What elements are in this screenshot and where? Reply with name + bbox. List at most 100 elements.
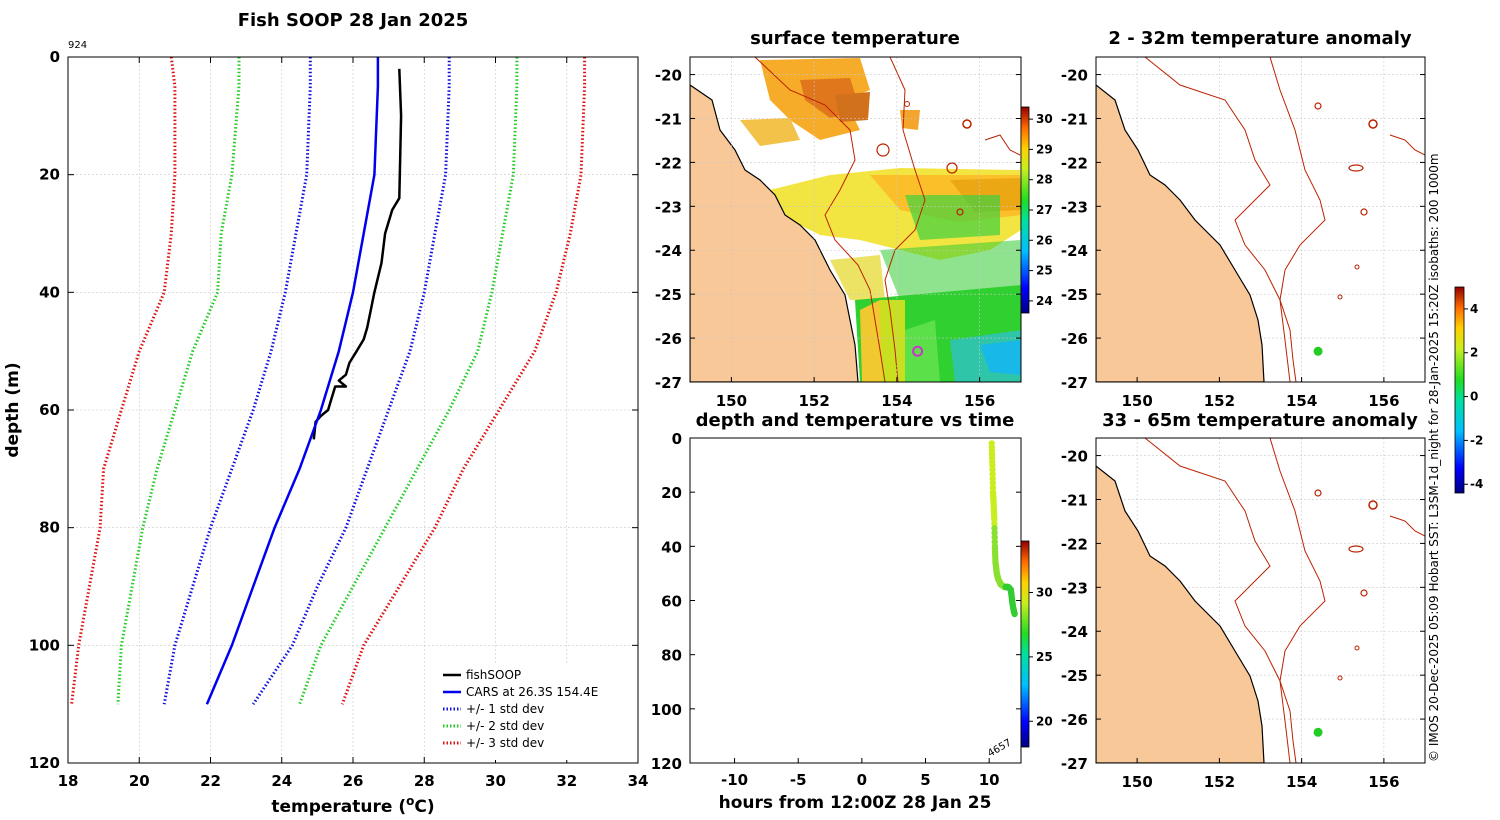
time-depth-xtick-label: -10 xyxy=(721,771,748,789)
time-depth-colorbar xyxy=(1020,540,1030,748)
anomaly-lower-dot xyxy=(1313,727,1323,737)
time-depth-xlabel: hours from 12:00Z 28 Jan 25 xyxy=(719,793,992,813)
anomaly-lower-seamount-6 xyxy=(1337,675,1343,681)
time-depth-colorbar-tick-label: 30 xyxy=(1036,586,1053,600)
anomaly-lower-xtick-label: 156 xyxy=(1368,773,1399,791)
anomaly-lower-map: 33 - 65m temperature anomaly 150 152 154 15… xyxy=(1061,410,1426,791)
anomaly-colorbar-tick-label: -2 xyxy=(1470,433,1483,447)
profile-xtick-label: 28 xyxy=(414,772,435,790)
profile-ytick-label: 120 xyxy=(29,754,60,772)
profile-series-group xyxy=(70,56,587,706)
anomaly-upper-isobath-1000 xyxy=(1269,57,1326,382)
anomaly-lower-frame xyxy=(1095,437,1426,764)
time-depth-point xyxy=(989,461,996,469)
anomaly-lower-isobath-200 xyxy=(1144,438,1297,763)
time-depth-point xyxy=(991,525,998,532)
sst-ytick-label: -27 xyxy=(655,374,682,392)
anomaly-upper-seamount-6 xyxy=(1337,294,1343,300)
legend-label-fishsoop: fishSOOP xyxy=(466,668,521,682)
profile-xlabel: temperature (oC) xyxy=(271,794,434,817)
anomaly-upper-seamount-3 xyxy=(1348,164,1364,172)
anomaly-upper-isobath-200 xyxy=(1144,57,1297,382)
profile-xtick-label: 24 xyxy=(271,772,292,790)
anomaly-upper-dot xyxy=(1313,346,1323,356)
time-depth-point xyxy=(989,475,996,482)
anomaly-colorbar-tick-label: 0 xyxy=(1470,390,1478,404)
anomaly-upper-ytick-label: -24 xyxy=(1061,242,1088,260)
anomaly-upper-xtick-label: 152 xyxy=(1204,392,1235,410)
sst-colorbar-tick-label: 28 xyxy=(1036,173,1053,187)
anomaly-upper-ytick-label: -27 xyxy=(1061,374,1088,392)
profile-series-fishsoop xyxy=(312,68,403,440)
profile-legend: fishSOOP CARS at 26.3S 154.4E +/- 1 std … xyxy=(436,664,636,760)
anomaly-upper-map: 2 - 32m temperature anomaly 150 152 154 156… xyxy=(1061,28,1426,410)
anomaly-lower-seamount-4 xyxy=(1360,589,1368,597)
anomaly-upper-ticks: 150 152 154 156 -20 -21 -22 -23 -24 -25 -26 -27 xyxy=(1061,67,1425,410)
anomaly-upper-ytick-label: -26 xyxy=(1061,330,1088,348)
legend-label-std1: +/- 1 std dev xyxy=(466,702,544,716)
profile-chart: Fish SOOP 28 Jan 2025 924 18 20 22 24 26 28 30… xyxy=(3,10,648,817)
sst-ytick-label: -21 xyxy=(655,110,682,128)
profile-ytick-label: 100 xyxy=(29,636,60,654)
profile-ytick-label: 80 xyxy=(39,519,60,537)
sst-seamount-3 xyxy=(904,101,910,107)
anomaly-upper-ytick-label: -25 xyxy=(1061,286,1088,304)
anomaly-colorbar-tick-label: -4 xyxy=(1470,477,1483,491)
anomaly-lower-ytick-label: -26 xyxy=(1061,711,1088,729)
anomaly-upper-xtick-label: 150 xyxy=(1121,392,1152,410)
sst-seamount-4 xyxy=(946,162,958,174)
anomaly-upper-ytick-label: -22 xyxy=(1061,154,1088,172)
sst-map: surface temperature xyxy=(655,28,1053,410)
sst-xtick-label: 152 xyxy=(798,392,829,410)
sst-ytick-label: -20 xyxy=(655,67,682,85)
time-depth-frame xyxy=(689,437,1022,764)
profile-corner-label: 924 xyxy=(68,40,87,51)
sst-colorbar-tick-label: 27 xyxy=(1036,203,1053,217)
profile-xlabel-main: temperature ( xyxy=(271,797,406,817)
sst-seamount-1 xyxy=(962,119,972,129)
profile-series--2-std-dev-upper- xyxy=(298,57,519,705)
time-depth-point xyxy=(989,484,997,491)
time-depth-point xyxy=(991,529,998,536)
sst-colorbar xyxy=(1020,106,1030,314)
profile-xlabel-unit: C) xyxy=(414,797,434,817)
anomaly-lower-ytick-label: -25 xyxy=(1061,667,1088,685)
anomaly-lower-isobath-1000 xyxy=(1269,438,1326,763)
sst-isobath-fragment xyxy=(984,134,1021,156)
time-depth-title: depth and temperature vs time xyxy=(696,410,1015,431)
anomaly-colorbar-tick-label: 2 xyxy=(1470,346,1478,360)
time-depth-ytick-label: 80 xyxy=(661,647,682,665)
anomaly-lower-xtick-label: 150 xyxy=(1121,773,1152,791)
time-depth-point xyxy=(991,534,998,541)
profile-series--2-std-dev xyxy=(116,57,241,705)
time-depth-xtick-label: 5 xyxy=(920,771,930,789)
anomaly-upper-title: 2 - 32m temperature anomaly xyxy=(1108,28,1411,49)
anomaly-lower-ytick-label: -24 xyxy=(1061,623,1088,641)
profile-xtick-label: 26 xyxy=(343,772,364,790)
sst-seamount-5 xyxy=(956,208,964,216)
legend-box xyxy=(436,664,636,760)
profile-grid xyxy=(67,56,639,764)
anomaly-lower-xtick-label: 154 xyxy=(1286,773,1317,791)
profile-ytick-label: 60 xyxy=(39,401,60,419)
time-depth-ytick-label: 60 xyxy=(661,593,682,611)
anomaly-lower-seamount-1 xyxy=(1368,500,1378,510)
sst-colorbar-tick-label: 30 xyxy=(1036,112,1053,126)
time-depth-point xyxy=(991,520,998,527)
anomaly-upper-ytick-label: -23 xyxy=(1061,198,1088,216)
sst-isobath-200 xyxy=(754,57,886,382)
sst-xtick-label: 150 xyxy=(716,392,747,410)
time-depth-colorbar-tick-label: 20 xyxy=(1036,714,1053,728)
time-depth-ytick-label: 0 xyxy=(672,430,682,448)
sst-seamount-2 xyxy=(876,143,890,157)
time-depth-annotation: 4657 xyxy=(986,737,1014,759)
profile-title: Fish SOOP 28 Jan 2025 xyxy=(238,10,469,31)
profile-ytick-label: 20 xyxy=(39,166,60,184)
sst-location-marker xyxy=(912,345,924,357)
sst-land xyxy=(690,84,859,382)
legend-label-std3: +/- 3 std dev xyxy=(466,736,544,750)
time-depth-ytick-label: 20 xyxy=(661,484,682,502)
time-depth-colorbar-tick-label: 25 xyxy=(1036,650,1053,664)
